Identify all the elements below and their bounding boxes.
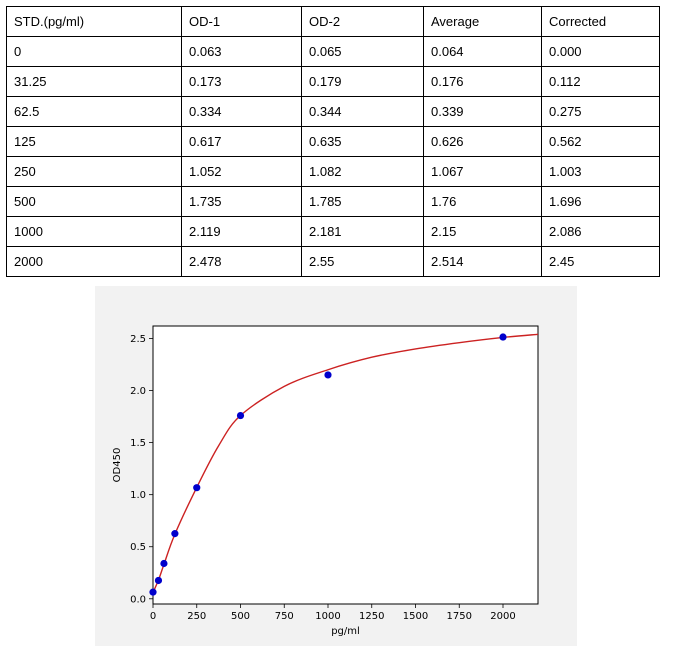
table-cell: 0.562 xyxy=(541,126,660,157)
y-tick-label: 2.5 xyxy=(130,334,146,345)
x-tick-label: 0 xyxy=(150,611,156,622)
table-row: 250 1.052 1.082 1.067 1.003 xyxy=(6,156,660,187)
table-cell: 1.067 xyxy=(423,156,542,187)
header-cell: OD-2 xyxy=(301,6,424,37)
header-cell: OD-1 xyxy=(181,6,302,37)
table-cell: 1.003 xyxy=(541,156,660,187)
table-row: 62.5 0.334 0.344 0.339 0.275 xyxy=(6,96,660,127)
table-cell: 0.176 xyxy=(423,66,542,97)
table-cell: 2.55 xyxy=(301,246,424,277)
table-cell: 2.181 xyxy=(301,216,424,247)
table-cell: 0.063 xyxy=(181,36,302,67)
series xyxy=(149,333,538,596)
table-cell: 125 xyxy=(6,126,182,157)
table-cell: 2000 xyxy=(6,246,182,277)
table-row: 500 1.735 1.785 1.76 1.696 xyxy=(6,186,660,217)
table-cell: 1.696 xyxy=(541,186,660,217)
table-cell: 31.25 xyxy=(6,66,182,97)
x-tick-label: 2000 xyxy=(490,611,515,622)
table-cell: 0 xyxy=(6,36,182,67)
table-cell: 2.086 xyxy=(541,216,660,247)
standard-curve-chart: 0 250 500 750 1000 1250 1500 1750 2000 0.0 0.5 1.0… xyxy=(95,286,577,646)
y-axis-label: OD450 xyxy=(112,448,123,483)
x-tick-label: 1750 xyxy=(447,611,472,622)
data-point xyxy=(193,484,201,492)
table-cell: 62.5 xyxy=(6,96,182,127)
table-cell: 1.76 xyxy=(423,186,542,217)
table-row: 1000 2.119 2.181 2.15 2.086 xyxy=(6,216,660,247)
table-cell: 0.065 xyxy=(301,36,424,67)
data-point xyxy=(160,559,168,568)
data-point xyxy=(149,588,157,596)
x-axis-label: pg/ml xyxy=(331,626,360,637)
data-point xyxy=(171,530,179,538)
data-point xyxy=(324,371,332,379)
x-axis: 0 250 500 750 1000 1250 1500 1750 2000 xyxy=(150,604,516,622)
x-tick-label: 250 xyxy=(187,611,206,622)
table-cell: 0.617 xyxy=(181,126,302,157)
data-point xyxy=(236,411,245,420)
y-tick-label: 1.0 xyxy=(130,490,146,501)
x-tick-label: 500 xyxy=(231,611,250,622)
table-cell: 1.052 xyxy=(181,156,302,187)
table-cell: 0.000 xyxy=(541,36,660,67)
header-cell: STD.(pg/ml) xyxy=(6,6,182,37)
y-tick-label: 0.5 xyxy=(130,542,146,553)
table-cell: 1.082 xyxy=(301,156,424,187)
table-cell: 2.478 xyxy=(181,246,302,277)
x-tick-label: 1250 xyxy=(359,611,384,622)
table-cell: 0.173 xyxy=(181,66,302,97)
table-cell: 250 xyxy=(6,156,182,187)
table-cell: 0.334 xyxy=(181,96,302,127)
header-cell: Corrected xyxy=(541,6,660,37)
table-cell: 0.626 xyxy=(423,126,542,157)
table-header-row: STD.(pg/ml) OD-1 OD-2 Average Corrected xyxy=(6,6,660,37)
y-tick-label: 1.5 xyxy=(130,438,146,449)
data-point xyxy=(154,576,163,585)
data-point xyxy=(499,333,507,341)
table-cell: 0.179 xyxy=(301,66,424,97)
table-cell: 2.514 xyxy=(423,246,542,277)
standard-table: STD.(pg/ml) OD-1 OD-2 Average Corrected 0 0.06… xyxy=(6,6,660,277)
table-row: 2000 2.478 2.55 2.514 2.45 xyxy=(6,246,660,277)
plot-area xyxy=(152,325,539,605)
table-cell: 2.119 xyxy=(181,216,302,247)
table-cell: 2.15 xyxy=(423,216,542,247)
chart-svg: 0 250 500 750 1000 1250 1500 1750 2000 0.0 0.5 1.0… xyxy=(112,325,539,637)
x-tick-label: 750 xyxy=(275,611,294,622)
table-cell: 0.635 xyxy=(301,126,424,157)
table-cell: 1.785 xyxy=(301,186,424,217)
table-cell: 0.064 xyxy=(423,36,542,67)
x-tick-label: 1000 xyxy=(315,611,340,622)
x-tick-label: 1500 xyxy=(403,611,428,622)
table-row: 125 0.617 0.635 0.626 0.562 xyxy=(6,126,660,157)
table-cell: 2.45 xyxy=(541,246,660,277)
table-cell: 0.112 xyxy=(541,66,660,97)
table-cell: 1000 xyxy=(6,216,182,247)
table-row: 0 0.063 0.065 0.064 0.000 xyxy=(6,36,660,67)
table-cell: 1.735 xyxy=(181,186,302,217)
header-cell: Average xyxy=(423,6,542,37)
y-tick-label: 0.0 xyxy=(130,594,146,605)
table-row: 31.25 0.173 0.179 0.176 0.112 xyxy=(6,66,660,97)
y-tick-label: 2.0 xyxy=(130,386,146,397)
table-cell: 500 xyxy=(6,186,182,217)
table-cell: 0.344 xyxy=(301,96,424,127)
table-cell: 0.275 xyxy=(541,96,660,127)
y-axis: 0.0 0.5 1.0 1.5 2.0 2.5 xyxy=(130,334,153,605)
table-cell: 0.339 xyxy=(423,96,542,127)
